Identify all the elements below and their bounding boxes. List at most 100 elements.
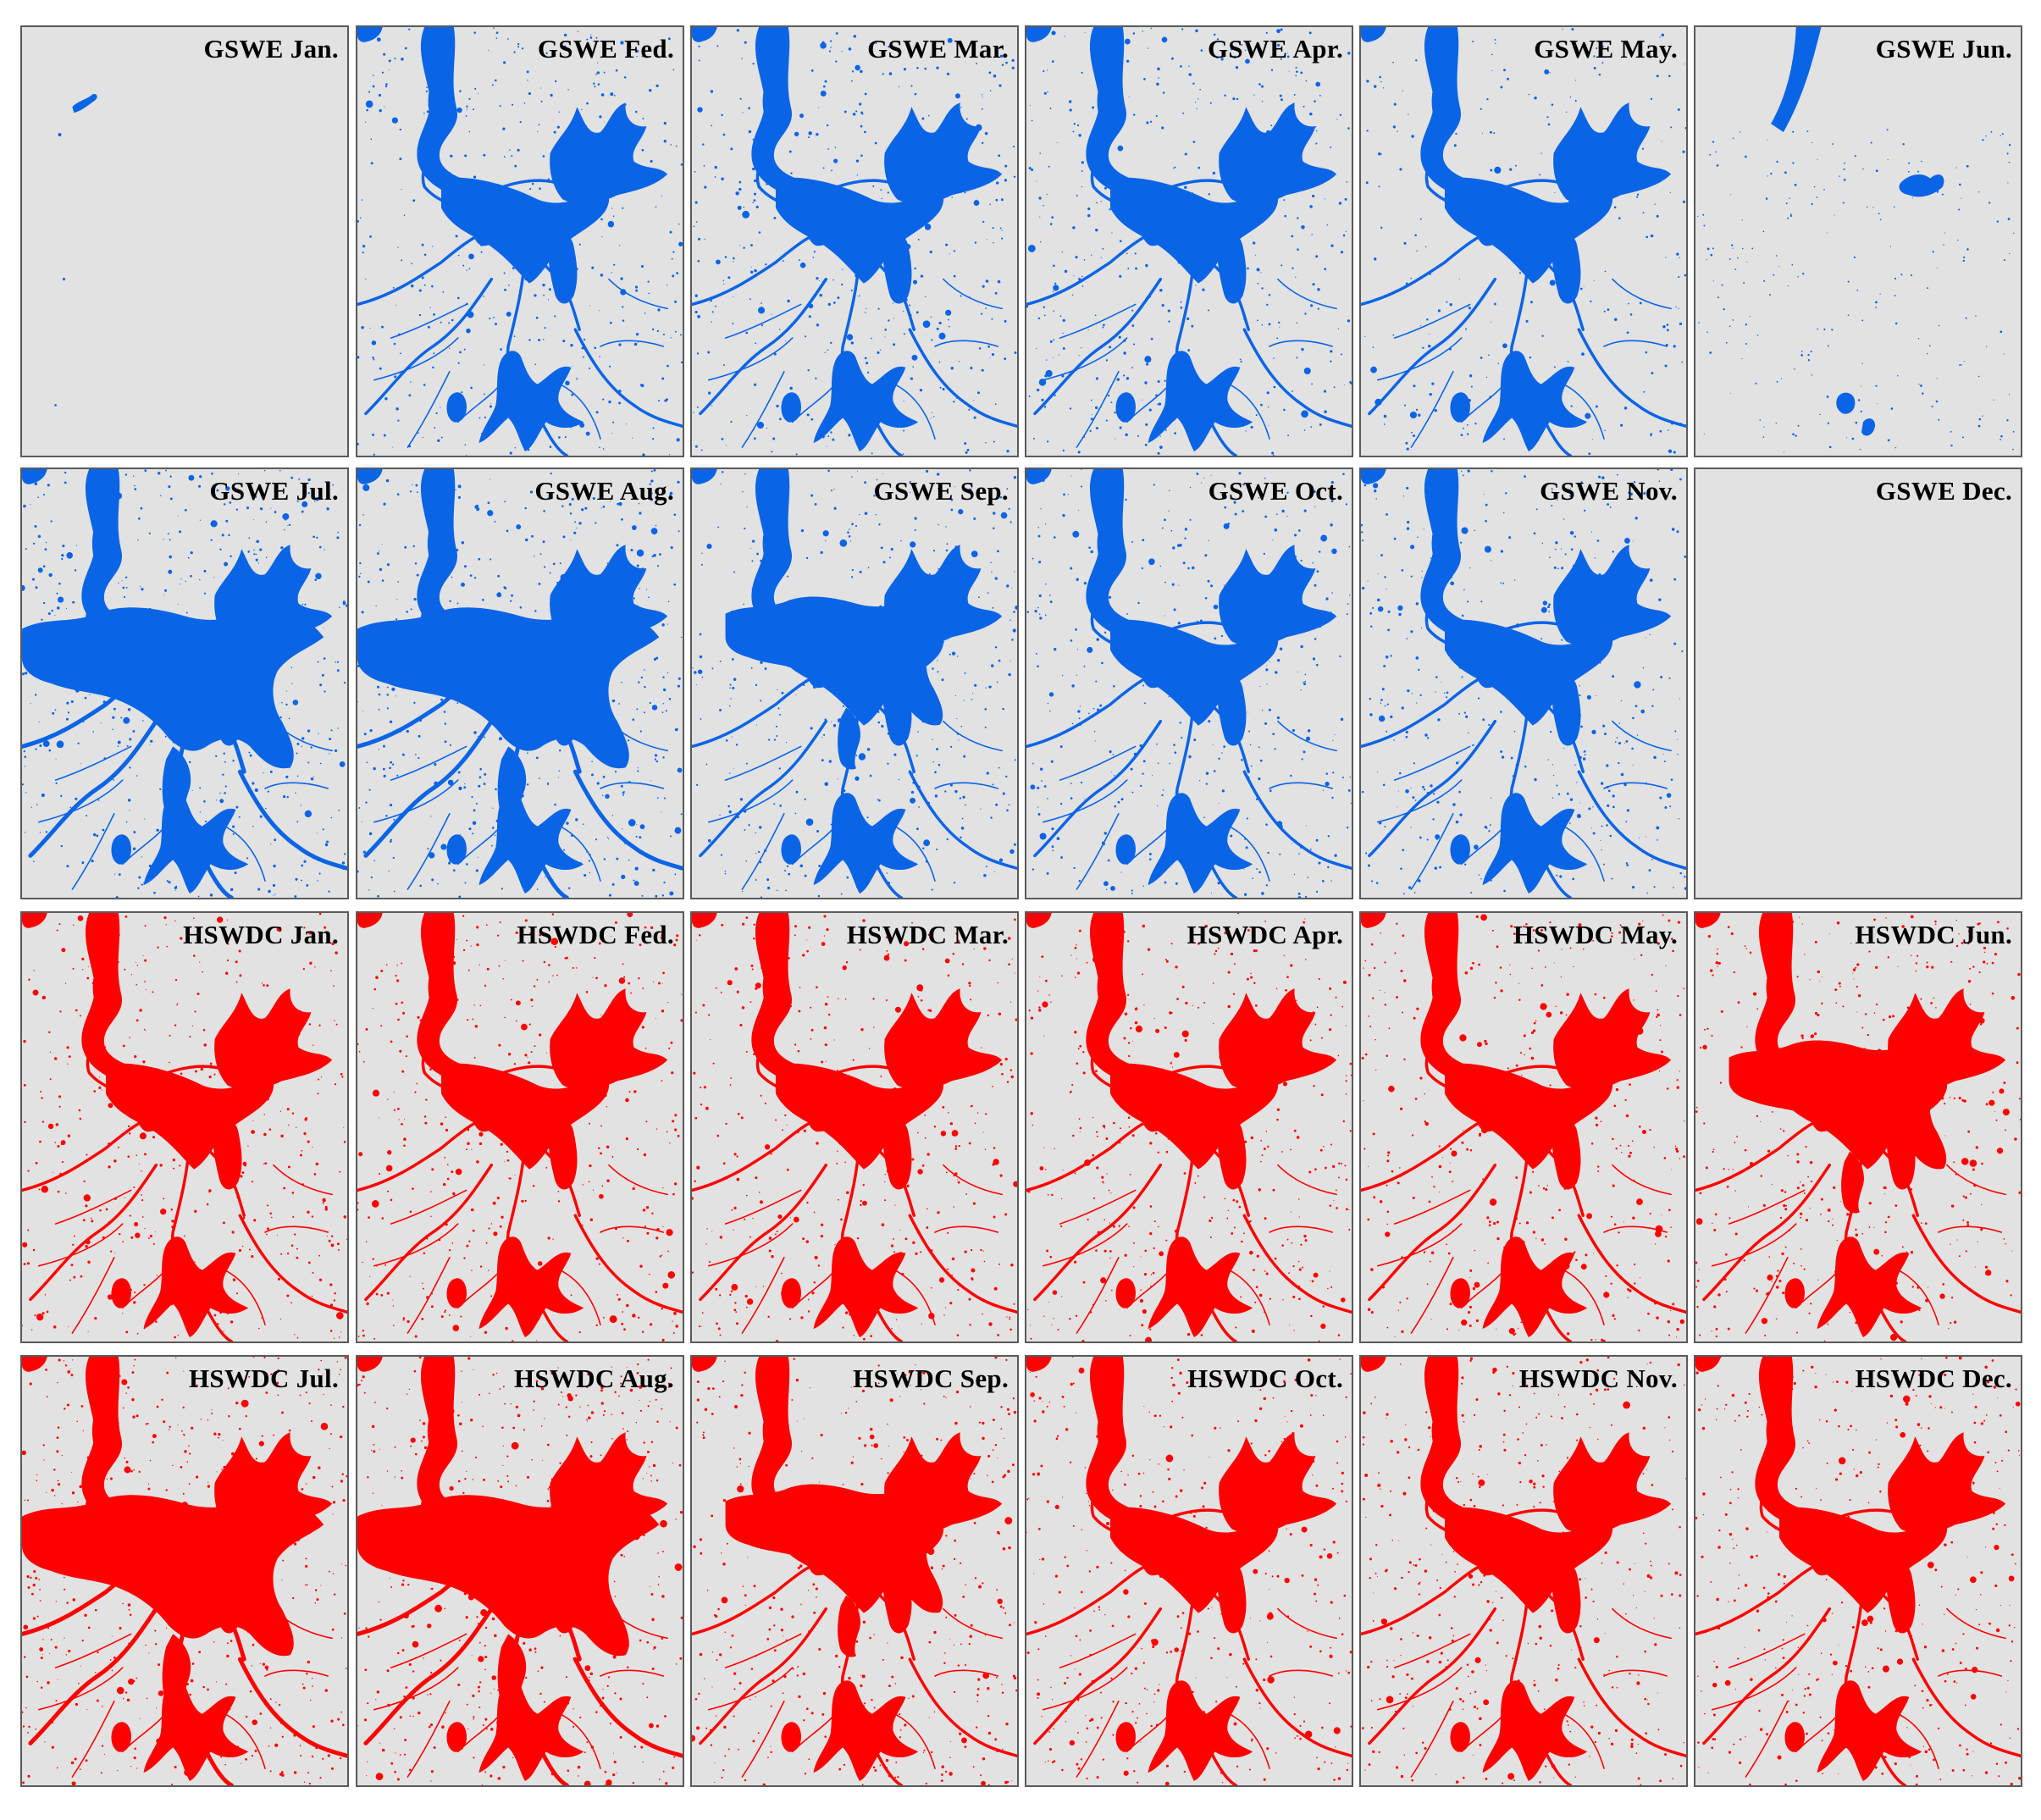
water-pixel (123, 716, 130, 724)
water-pixel (856, 268, 860, 271)
water-pixel (756, 421, 765, 429)
water-pixel (623, 76, 627, 79)
water-pixel (911, 772, 914, 774)
water-pixel (197, 484, 202, 488)
water-pixel (606, 1179, 610, 1182)
water-pixel (1043, 70, 1045, 73)
water-pixel (168, 569, 173, 574)
water-pixel (1569, 822, 1571, 824)
water-pixel (110, 1250, 113, 1253)
water-pixel (1131, 309, 1134, 312)
water-pixel (418, 313, 422, 317)
water-pixel (785, 742, 788, 744)
water-pixel (971, 699, 973, 700)
water-pixel (412, 199, 416, 202)
water-pixel (502, 127, 506, 130)
water-pixel (67, 711, 70, 714)
water-pixel (1437, 718, 1441, 722)
water-pixel (32, 1248, 36, 1252)
water-pixel (1717, 296, 1719, 299)
water-pixel (1203, 477, 1205, 479)
water-pixel (759, 860, 762, 864)
water-pixel (113, 707, 116, 711)
water-pixel (777, 707, 780, 710)
water-pixel (152, 991, 154, 993)
water-pixel (490, 403, 492, 405)
water-pixel (544, 717, 546, 721)
water-pixel (1810, 350, 1812, 352)
water-pixel (563, 849, 566, 851)
water-pixel (1350, 802, 1352, 805)
water-pixel (1210, 493, 1213, 495)
water-pixel (785, 340, 787, 341)
water-pixel (224, 712, 226, 714)
water-pixel (1261, 101, 1264, 102)
water-pixel (632, 1314, 636, 1318)
water-pixel (672, 69, 675, 71)
water-pixel (778, 655, 785, 661)
water-pixel (1962, 259, 1965, 263)
water-pixel (1659, 36, 1661, 38)
water-pixel (1004, 179, 1008, 182)
water-pixel (383, 502, 386, 506)
water-pixel (638, 976, 640, 980)
water-pixel (930, 316, 932, 318)
water-pixel (265, 556, 268, 559)
water-pixel (328, 617, 329, 619)
water-pixel (195, 715, 197, 717)
water-pixel (87, 1330, 89, 1332)
water-pixel (261, 1317, 263, 1319)
water-pixel (1277, 659, 1280, 662)
water-pixel (58, 648, 60, 650)
water-pixel (468, 678, 476, 686)
reservoir-body (548, 1118, 578, 1190)
water-pixel (196, 993, 200, 996)
water-pixel (509, 149, 511, 151)
water-pixel (194, 1010, 196, 1013)
water-pixel (99, 1209, 102, 1212)
water-pixel (376, 552, 379, 555)
water-pixel (1012, 628, 1016, 633)
water-pixel (960, 295, 962, 297)
water-pixel (220, 708, 224, 711)
reservoir-body (884, 102, 1003, 204)
water-pixel (1561, 567, 1564, 570)
water-pixel (418, 289, 422, 292)
water-pixel (1698, 322, 1700, 324)
water-pixel (856, 885, 860, 888)
water-pixel (120, 646, 122, 648)
water-pixel (677, 1134, 680, 1137)
water-pixel (150, 739, 153, 743)
water-pixel (1056, 141, 1058, 143)
water-pixel (144, 959, 147, 962)
water-pixel (1103, 832, 1107, 835)
water-pixel (1955, 167, 1957, 169)
water-pixel (506, 630, 509, 633)
water-pixel (185, 834, 187, 837)
water-pixel (1102, 247, 1104, 250)
water-pixel (368, 832, 373, 836)
water-strip (1771, 27, 1822, 133)
water-pixel (1161, 304, 1164, 307)
water-pixel (1739, 131, 1741, 133)
water-pixel (1039, 767, 1043, 771)
water-pixel (1490, 660, 1493, 663)
water-pixel (108, 1018, 111, 1021)
river-channel (237, 769, 347, 871)
water-pixel (605, 794, 610, 799)
water-pixel (202, 1028, 206, 1032)
water-pixel (727, 805, 730, 808)
water-pixel (532, 1266, 534, 1268)
water-pixel (1441, 545, 1449, 554)
water-pixel (772, 51, 774, 53)
water-pixel (781, 691, 784, 694)
water-pixel (54, 709, 57, 711)
water-pixel (790, 691, 792, 693)
water-pixel (880, 189, 882, 191)
water-pixel (950, 498, 954, 501)
water-pixel (674, 300, 678, 303)
water-pixel (251, 1015, 254, 1018)
water-pixel (531, 1005, 534, 1007)
water-pixel (138, 517, 141, 520)
water-pixel (1759, 419, 1762, 421)
